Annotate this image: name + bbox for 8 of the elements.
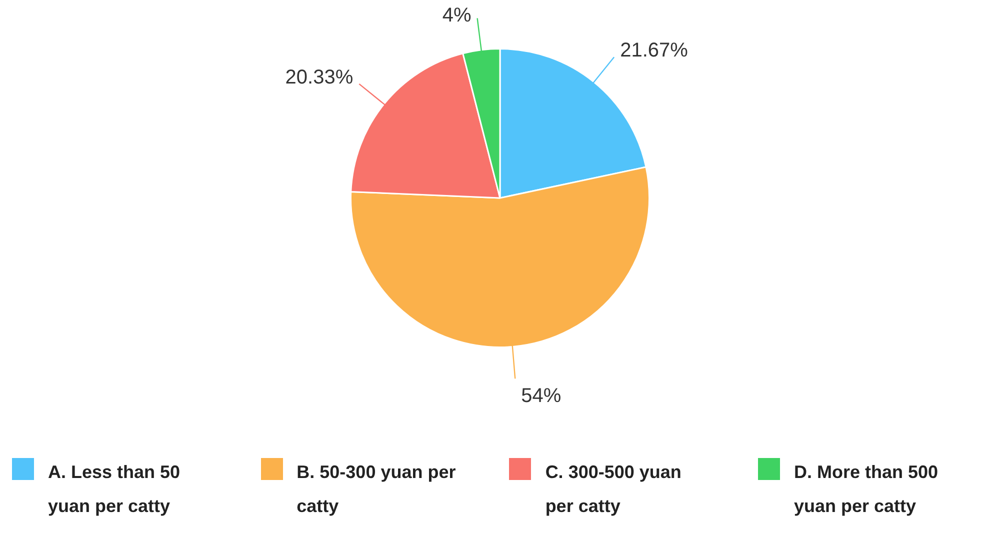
- data-label: 20.33%: [285, 66, 354, 88]
- legend-label: C. 300-500 yuan per catty: [545, 461, 682, 518]
- legend-label: D. More than 500 yuan per catty: [794, 461, 940, 518]
- legend-label: B. 50-300 yuan per catty: [296, 461, 457, 518]
- data-label: 21.67%: [620, 40, 688, 62]
- data-label: 4%: [442, 4, 472, 27]
- legend-label: A. Less than 50 yuan per catty: [48, 461, 182, 518]
- data-label: 54%: [521, 385, 562, 408]
